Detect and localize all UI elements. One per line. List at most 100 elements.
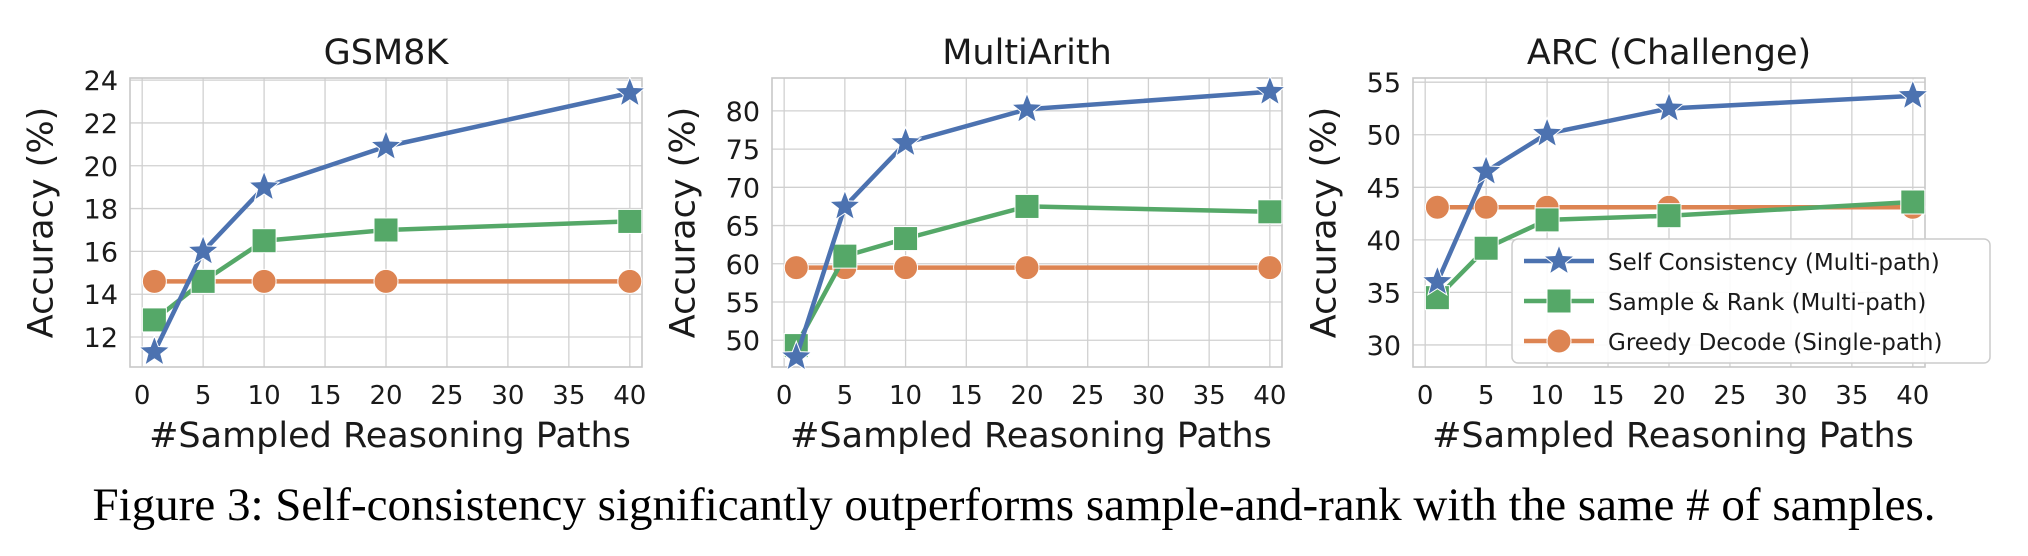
x-tick-label: 30 — [1774, 381, 1807, 411]
x-tick-label: 15 — [950, 381, 983, 411]
data-point-square — [373, 217, 399, 243]
chart-panel-1: 0 5 10 15 20 25 30 35 40 12 14 16 18 20 22 24 GSM8K #Samp… — [21, 33, 646, 456]
x-tick-label: 0 — [134, 381, 151, 411]
data-point-star — [779, 339, 813, 372]
legend-marker-square — [1546, 288, 1572, 314]
x-axis-label: #Sampled Reasoning Paths — [790, 416, 1272, 456]
series-circle — [783, 255, 1283, 281]
x-axis-label: #Sampled Reasoning Paths — [1432, 416, 1914, 456]
data-point-square — [1656, 203, 1682, 229]
series-star — [779, 74, 1287, 372]
data-point-circle — [141, 268, 167, 294]
y-axis-label: Accuracy (%) — [1304, 107, 1344, 338]
y-tick-label: 35 — [1367, 278, 1401, 309]
data-point-square — [190, 268, 216, 294]
x-tick-label: 35 — [1835, 381, 1868, 411]
data-point-circle — [1424, 194, 1450, 220]
series-square — [1424, 189, 1926, 311]
data-point-square — [1014, 193, 1040, 219]
y-tick-label: 50 — [726, 326, 760, 357]
x-tick-label: 10 — [889, 381, 922, 411]
y-tick-label: 16 — [84, 237, 118, 268]
data-point-star — [1896, 78, 1930, 110]
data-point-circle — [1257, 255, 1283, 281]
x-tick-label: 35 — [552, 381, 585, 411]
x-tick-label: 25 — [1071, 381, 1104, 411]
y-tick-label: 20 — [84, 152, 118, 183]
series-star — [137, 75, 647, 367]
data-point-star — [1652, 91, 1686, 123]
legend-entry: Greedy Decode (Single-path) — [1608, 330, 1942, 356]
x-tick-label: 20 — [1010, 381, 1043, 411]
data-point-star — [1420, 264, 1454, 296]
data-point-square — [1900, 189, 1926, 215]
data-point-star — [1253, 74, 1287, 106]
x-tick-label: 20 — [1652, 381, 1685, 411]
x-tick-label: 5 — [837, 381, 854, 411]
data-point-star — [186, 233, 220, 266]
x-tick-label: 25 — [1713, 381, 1746, 411]
x-tick-label: 5 — [195, 381, 212, 411]
data-point-square — [141, 307, 167, 333]
data-point-square — [832, 243, 858, 269]
series-square — [141, 208, 643, 333]
y-tick-label: 24 — [84, 66, 118, 97]
legend-entry: Self Consistency (Multi-path) — [1608, 250, 1940, 276]
legend-entry: Sample & Rank (Multi-path) — [1608, 290, 1926, 316]
x-tick-label: 5 — [1478, 381, 1495, 411]
data-point-circle — [617, 268, 643, 294]
data-point-square — [617, 208, 643, 234]
y-tick-label: 12 — [84, 323, 118, 354]
y-tick-label: 30 — [1367, 331, 1401, 362]
x-tick-label: 40 — [1896, 381, 1929, 411]
y-tick-label: 40 — [1367, 226, 1401, 257]
data-point-circle — [1473, 194, 1499, 220]
data-point-star — [1530, 116, 1564, 148]
x-axis-label: #Sampled Reasoning Paths — [149, 416, 631, 456]
data-point-star — [1469, 154, 1503, 186]
data-point-star — [247, 169, 281, 202]
chart-title: GSM8K — [324, 33, 450, 73]
x-tick-label: 0 — [776, 381, 793, 411]
legend-box — [1511, 238, 1991, 364]
y-tick-label: 60 — [726, 250, 760, 281]
y-tick-label: 80 — [726, 97, 760, 128]
x-tick-label: 30 — [491, 381, 524, 411]
chart-panel-2: 0 5 10 15 20 25 30 35 40 50 55 60 65 70 75 80 MultiArith… — [663, 33, 1287, 456]
y-tick-label: 18 — [84, 195, 118, 226]
legend: Self Consistency (Multi-path) Sample & Ra… — [1511, 238, 1991, 364]
data-point-square — [1257, 199, 1283, 225]
x-tick-label: 20 — [369, 381, 402, 411]
data-point-star — [613, 75, 647, 108]
data-point-square — [1534, 207, 1560, 233]
x-tick-label: 25 — [430, 381, 463, 411]
y-axis-label: Accuracy (%) — [21, 107, 61, 338]
series-line — [794, 89, 1271, 358]
data-point-circle — [1014, 255, 1040, 281]
series-star — [1420, 78, 1930, 296]
data-point-star — [137, 334, 171, 367]
y-tick-label: 65 — [726, 212, 760, 243]
data-point-star — [369, 129, 403, 161]
chart-title: ARC (Challenge) — [1527, 33, 1811, 73]
x-tick-label: 15 — [1592, 381, 1625, 411]
x-tick-label: 0 — [1417, 381, 1434, 411]
chart-title: MultiArith — [942, 33, 1112, 73]
y-tick-label: 50 — [1367, 121, 1401, 152]
data-point-square — [251, 228, 277, 254]
data-point-circle — [251, 268, 277, 294]
y-tick-label: 22 — [84, 109, 118, 140]
x-tick-label: 40 — [613, 381, 646, 411]
data-point-circle — [893, 255, 919, 281]
y-tick-label: 55 — [726, 288, 760, 319]
y-tick-label: 55 — [1367, 68, 1401, 99]
x-tick-label: 10 — [1531, 381, 1564, 411]
data-point-star — [889, 125, 923, 158]
figure-caption: Figure 3: Self-consistency significantly… — [92, 479, 1936, 531]
x-tick-label: 30 — [1132, 381, 1165, 411]
data-point-star — [1010, 91, 1044, 124]
y-tick-label: 70 — [726, 173, 760, 204]
y-axis-label: Accuracy (%) — [663, 107, 703, 338]
x-tick-label: 35 — [1193, 381, 1226, 411]
